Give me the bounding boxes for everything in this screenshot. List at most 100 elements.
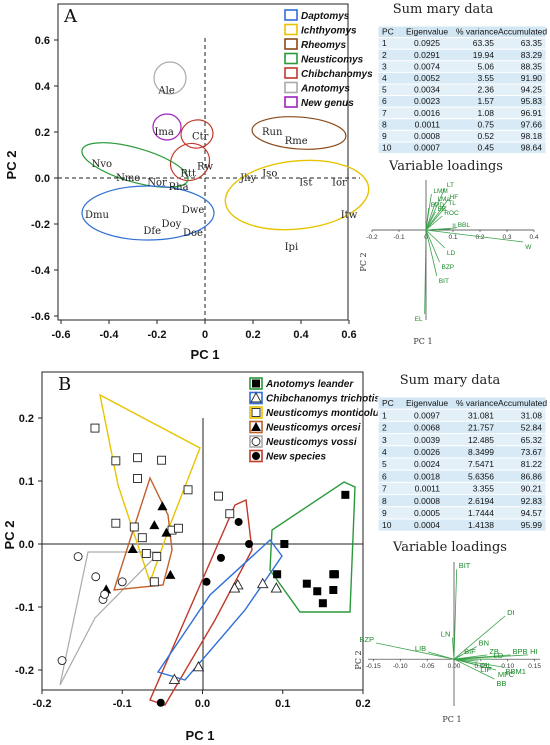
table-cell: 10 bbox=[382, 520, 392, 530]
loadings-a-ylabel: PC 2 bbox=[359, 252, 368, 271]
table-cell: 86.86 bbox=[521, 471, 543, 481]
point-neusticomys-orcesi bbox=[161, 527, 172, 537]
loadings-xtick-label: 0.15 bbox=[528, 663, 541, 670]
panel-a-ytick-label: -0.6 bbox=[31, 311, 50, 323]
loading-label-di: DI bbox=[507, 608, 515, 617]
table-cell: 1 bbox=[382, 410, 387, 420]
panel-a-group-label-nmo: Nmo bbox=[116, 173, 140, 184]
panel-a-group-label-jhy: Jhy bbox=[239, 173, 256, 184]
loading-label-ln: LN bbox=[441, 630, 451, 639]
panel-a-ytick-label: -0.2 bbox=[31, 219, 50, 231]
panel-b-xtick-label: 0.2 bbox=[355, 698, 370, 710]
point-new-species bbox=[202, 577, 211, 586]
loading-vector-bzp bbox=[425, 229, 440, 263]
loadings-xtick-label: 0.1 bbox=[448, 234, 457, 241]
table-header-cell: Accumulated bbox=[498, 398, 547, 408]
loading-vector-roc bbox=[425, 215, 443, 231]
legend-b-label-chibchanomys-trichotis: Chibchanomys trichotis bbox=[266, 394, 380, 405]
panel-a-label: A bbox=[63, 6, 78, 27]
table-cell: 0.0023 bbox=[414, 96, 440, 106]
point-neusticomys-vossi bbox=[73, 552, 83, 562]
point-chibchanomys-trichotis bbox=[256, 577, 269, 589]
summary-title-b: Sum mary data bbox=[400, 373, 501, 388]
table-cell: 90.21 bbox=[521, 484, 543, 494]
table-cell: 1.08 bbox=[477, 108, 494, 118]
panel-a-group-label-rha: Rha bbox=[169, 182, 189, 193]
loading-label-w: W bbox=[525, 244, 532, 251]
table-cell: 2.36 bbox=[477, 85, 494, 95]
point-neusticomys-vossi bbox=[91, 572, 101, 582]
panel-b-legend: Anotomys leander Chibchanomys trichotis Ne… bbox=[249, 377, 385, 463]
loading-vector-ln bbox=[451, 637, 455, 660]
table-cell: 0.0291 bbox=[414, 50, 440, 60]
legend-b-label-neusticomys-vossi: Neusticomys vossi bbox=[266, 437, 357, 448]
table-cell: 1 bbox=[382, 38, 387, 48]
table-cell: 65.32 bbox=[521, 435, 543, 445]
loading-vector-hf bbox=[425, 199, 448, 231]
loadings-xtick-label: -0.10 bbox=[393, 663, 408, 670]
legend-b-label-neusticomys-orcesi: Neusticomys orcesi bbox=[266, 423, 361, 434]
table-cell: 8 bbox=[382, 496, 387, 506]
legend-a-swatch-new-genus bbox=[284, 96, 298, 108]
panel-a-group-label-nor: Nor bbox=[147, 178, 167, 189]
table-cell: 0.0039 bbox=[414, 435, 440, 445]
ellipse-daptomys bbox=[81, 185, 215, 241]
panel-a-ytick-label: -0.4 bbox=[31, 265, 51, 277]
table-cell: 2.6194 bbox=[468, 496, 494, 506]
panel-a-group-label-dwe: Dwe bbox=[182, 205, 205, 216]
panel-a-group-label-ior: Ior bbox=[332, 178, 347, 189]
table-header-cell: % variance bbox=[456, 398, 498, 408]
loadings-xtick-label: -0.1 bbox=[393, 234, 405, 241]
table-cell: 92.83 bbox=[521, 496, 543, 506]
loading-label-bbl: BBL bbox=[458, 222, 471, 229]
table-header-cell: % variance bbox=[456, 27, 498, 37]
table-cell: 4 bbox=[382, 73, 387, 83]
legend-a-swatch-chibchanomys bbox=[284, 67, 298, 79]
panel-a-group-label-ima: Ima bbox=[154, 127, 173, 138]
point-anotomys-leander bbox=[329, 585, 338, 594]
table-cell: 5 bbox=[382, 459, 387, 469]
legend-b-marker-neusticomys-orcesi bbox=[251, 422, 261, 431]
table-cell: 0.0005 bbox=[414, 508, 440, 518]
point-neusticomys-orcesi bbox=[157, 501, 168, 511]
table-cell: 0.0008 bbox=[414, 131, 440, 141]
loadings-title-a: Variable loadings bbox=[388, 159, 503, 174]
loadings-b-ylabel: PC 2 bbox=[354, 650, 363, 669]
table-cell: 12.485 bbox=[468, 435, 494, 445]
point-new-species bbox=[245, 540, 254, 548]
table-cell: 7 bbox=[382, 108, 387, 118]
table-header-cell: Accumulated bbox=[498, 27, 547, 37]
panel-a-group-label-nvo: Nvo bbox=[92, 159, 112, 170]
panel-b-xtick-label: -0.2 bbox=[33, 698, 52, 710]
loadings-xtick-label: -0.05 bbox=[420, 663, 435, 670]
loading-label-hi: HI bbox=[530, 647, 538, 656]
legend-a-label-anotomys: Anotomys bbox=[300, 84, 350, 95]
loadings-b: Variable loadings -0.15 -0.10 -0.05 0.00 0.0… bbox=[354, 540, 541, 724]
legend-a-label-rheomys: Rheomys bbox=[301, 40, 346, 51]
table-header-cell: Eigenvalue bbox=[406, 398, 448, 408]
legend-b-marker-chibchanomys-trichotis bbox=[250, 392, 262, 403]
point-neusticomys-monticolus bbox=[183, 485, 193, 495]
loading-vector-zb bbox=[453, 654, 488, 660]
panel-b-label: B bbox=[58, 374, 71, 395]
table-cell: 1.57 bbox=[477, 96, 494, 106]
panel-a-ytick-label: 0.2 bbox=[35, 127, 50, 139]
panel-a-group-label-dfe: Dfe bbox=[143, 226, 161, 237]
legend-b-marker-neusticomys-monticolus bbox=[251, 408, 261, 417]
point-chibchanomys-trichotis bbox=[228, 582, 241, 593]
table-cell: 88.35 bbox=[521, 61, 543, 71]
table-cell: 52.84 bbox=[521, 423, 543, 433]
loading-label-lib: LIB bbox=[415, 644, 426, 653]
table-cell: 0.0052 bbox=[414, 73, 440, 83]
table-cell: 6 bbox=[382, 96, 387, 106]
loading-vector-lt bbox=[425, 187, 446, 231]
point-neusticomys-monticolus bbox=[129, 522, 139, 532]
table-cell: 97.66 bbox=[521, 119, 543, 129]
loading-label-lif: LIF bbox=[480, 665, 491, 674]
table-cell: 7.5471 bbox=[468, 459, 494, 469]
ellipse-neusticomys bbox=[81, 142, 189, 188]
ellipse-chibchanomys bbox=[180, 119, 214, 149]
point-neusticomys-monticolus bbox=[173, 523, 183, 533]
panel-a-xtick-label: 0 bbox=[202, 329, 208, 341]
panel-a-group-label-dmu: Dmu bbox=[85, 210, 110, 221]
